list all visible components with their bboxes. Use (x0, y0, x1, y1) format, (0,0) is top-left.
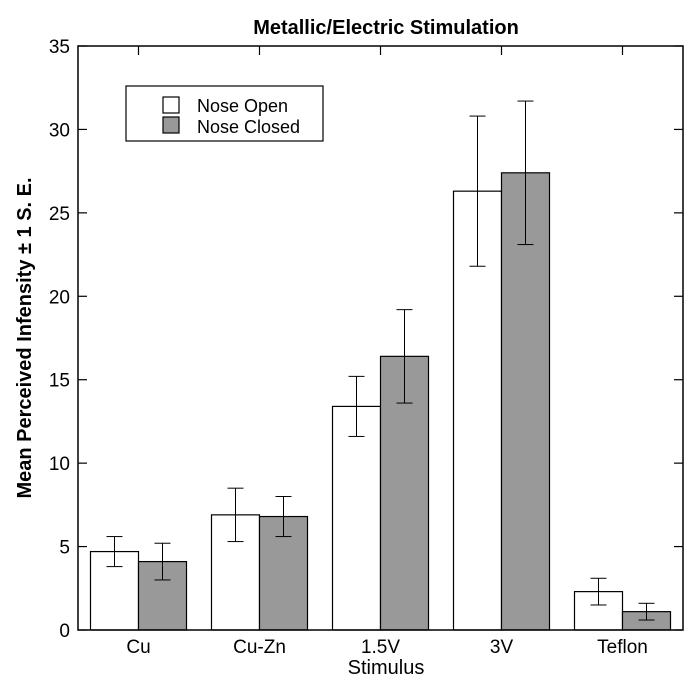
y-tick-label: 0 (59, 621, 70, 642)
y-tick-label: 5 (59, 538, 70, 559)
chart-title: Metallic/Electric Stimulation (253, 17, 519, 39)
x-tick-label: 1.5V (361, 637, 400, 658)
bars (89, 172, 672, 631)
plot-frame (77, 45, 684, 631)
y-tick-label: 20 (49, 287, 70, 308)
legend: Nose Open Nose Closed (125, 85, 324, 142)
y-tick-label: 35 (49, 37, 70, 58)
y-axis-ticks: 0 5 10 15 20 25 30 35 (49, 37, 683, 642)
error-bars (106, 100, 655, 621)
y-tick-label: 10 (49, 454, 70, 475)
legend-swatch-nose-open (162, 96, 180, 114)
bar-nose-closed (500, 172, 551, 631)
y-tick-label: 30 (49, 120, 70, 141)
bar-nose-open (331, 405, 382, 631)
x-axis-label: Stimulus (348, 657, 425, 679)
legend-box (125, 85, 324, 142)
y-tick-label: 15 (49, 371, 70, 392)
legend-label-nose-open: Nose Open (197, 96, 288, 116)
y-axis-label: Mean Perceived Infensity ± 1 S. E. (14, 177, 36, 498)
x-tick-label: Cu (126, 637, 150, 658)
x-tick-label: Teflon (597, 637, 648, 658)
x-tick-label: 3V (490, 637, 514, 658)
x-axis-ticks: Cu Cu-Zn 1.5V 3V Teflon (126, 46, 648, 658)
legend-label-nose-closed: Nose Closed (197, 117, 300, 137)
y-tick-label: 25 (49, 204, 70, 225)
x-tick-label: Cu-Zn (233, 637, 286, 658)
legend-swatch-nose-closed (162, 116, 180, 134)
